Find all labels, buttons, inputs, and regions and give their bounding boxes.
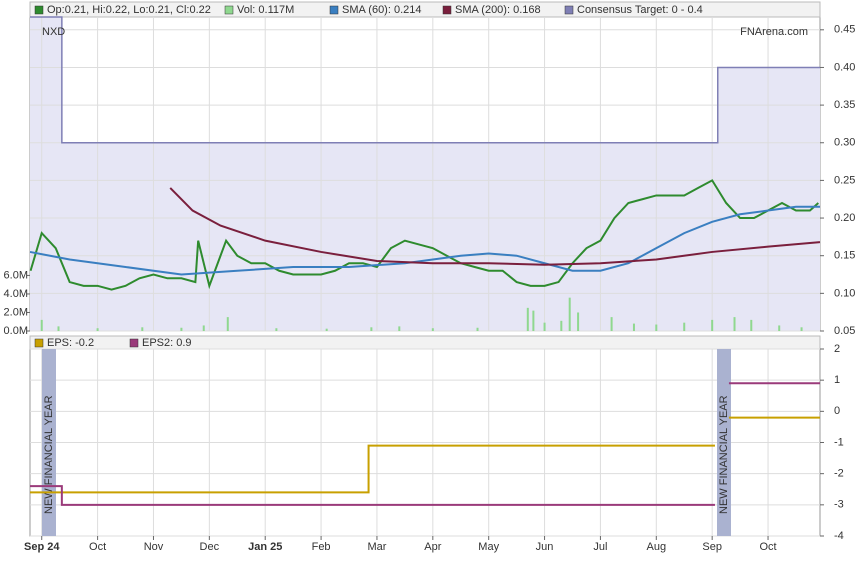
- y-tick-label: -1: [834, 436, 844, 448]
- volume-bar: [733, 317, 736, 331]
- volume-bar: [57, 326, 60, 331]
- legend-swatch: [129, 338, 139, 348]
- series-line: [30, 416, 820, 494]
- volume-bar: [370, 327, 373, 331]
- x-tick-label: Apr: [424, 541, 441, 553]
- fy-band: [717, 349, 731, 536]
- volume-bar: [800, 327, 803, 331]
- volume-bar: [40, 319, 43, 331]
- x-tick-label: Jun: [536, 541, 554, 553]
- y2-tick-label: 2.0M: [4, 306, 28, 318]
- x-tick-label: May: [478, 541, 499, 553]
- y-tick-label: 0.35: [834, 99, 855, 111]
- series-line: [30, 382, 820, 506]
- volume-bar: [325, 328, 328, 331]
- volume-bar: [632, 323, 635, 331]
- series-line: [29, 179, 819, 291]
- fy-band: [42, 349, 56, 536]
- x-tick-label: Feb: [312, 541, 331, 553]
- fy-label: NEW FINANCIAL YEAR: [718, 395, 730, 514]
- series-line: [169, 187, 821, 266]
- volume-bar: [226, 317, 229, 331]
- y-tick-label: 0: [834, 405, 840, 417]
- x-tick-label: Sep: [702, 541, 722, 553]
- volume-bar: [568, 297, 571, 331]
- y-tick-label: 0.20: [834, 212, 855, 224]
- legend-swatch: [34, 338, 44, 348]
- y2-tick-label: 4.0M: [4, 288, 28, 300]
- x-tick-label: Sep 24: [24, 541, 60, 553]
- legend-label: Vol: 0.117M: [237, 4, 294, 16]
- x-tick-label: Nov: [144, 541, 164, 553]
- fy-label: NEW FINANCIAL YEAR: [43, 395, 55, 514]
- volume-bar: [683, 322, 686, 331]
- legend-label: SMA (60): 0.214: [342, 4, 422, 16]
- volume-bar: [202, 325, 205, 331]
- y2-tick-label: 0.0M: [4, 325, 28, 337]
- legend-label: EPS2: 0.9: [142, 337, 192, 349]
- volume-bar: [275, 328, 278, 331]
- x-tick-label: Oct: [759, 541, 776, 553]
- x-tick-label: Jan 25: [248, 541, 282, 553]
- y2-tick-label: 6.0M: [4, 269, 28, 281]
- series-line: [29, 205, 820, 276]
- volume-bar: [711, 319, 714, 331]
- legend-swatch: [442, 5, 452, 15]
- volume-bar: [577, 312, 580, 331]
- legend-label: Consensus Target: 0 - 0.4: [577, 4, 703, 16]
- x-tick-label: Dec: [200, 541, 220, 553]
- y-tick-label: 1: [834, 374, 840, 386]
- y-tick-label: 0.25: [834, 174, 855, 186]
- y-tick-label: 0.45: [834, 24, 855, 36]
- legend-swatch: [34, 5, 44, 15]
- volume-bar: [560, 320, 563, 331]
- y-tick-label: 0.15: [834, 250, 855, 262]
- volume-bar: [476, 327, 479, 331]
- x-tick-label: Mar: [367, 541, 386, 553]
- y-tick-label: -3: [834, 499, 844, 511]
- volume-bar: [431, 328, 434, 331]
- y-tick-label: -4: [834, 530, 844, 542]
- watermark: FNArena.com: [740, 26, 808, 38]
- y-tick-label: 0.05: [834, 325, 855, 337]
- x-tick-label: Aug: [647, 541, 667, 553]
- volume-bar: [96, 328, 99, 331]
- y-tick-label: -2: [834, 468, 844, 480]
- y-tick-label: 0.40: [834, 61, 855, 73]
- volume-bar: [543, 322, 546, 331]
- ticker: NXD: [42, 26, 65, 38]
- volume-bar: [141, 327, 144, 331]
- legend-swatch: [329, 5, 339, 15]
- volume-bar: [750, 319, 753, 331]
- volume-bar: [778, 325, 781, 331]
- volume-bar: [526, 307, 529, 331]
- volume-bar: [610, 317, 613, 331]
- target-line: [30, 16, 820, 144]
- legend-swatch: [224, 5, 234, 15]
- y-tick-label: 0.10: [834, 287, 855, 299]
- x-tick-label: Oct: [89, 541, 106, 553]
- target-area: [30, 17, 820, 331]
- legend-swatch: [564, 5, 574, 15]
- x-tick-label: Jul: [593, 541, 607, 553]
- y-tick-label: 0.30: [834, 137, 855, 149]
- legend-label: Op:0.21, Hi:0.22, Lo:0.21, Cl:0.22: [47, 4, 211, 16]
- volume-bar: [655, 324, 658, 331]
- volume-bar: [398, 326, 401, 331]
- legend-label: SMA (200): 0.168: [455, 4, 541, 16]
- volume-bar: [532, 310, 535, 331]
- y-tick-label: 2: [834, 343, 840, 355]
- legend-label: EPS: -0.2: [47, 337, 94, 349]
- volume-bar: [180, 327, 183, 331]
